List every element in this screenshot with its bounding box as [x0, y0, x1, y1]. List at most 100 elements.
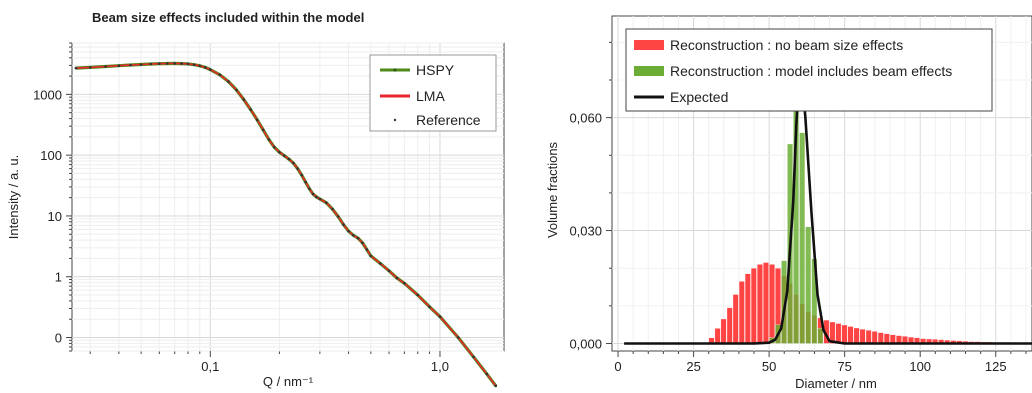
bar-no-beam-effects — [757, 264, 763, 344]
reference-point — [347, 229, 350, 233]
legend-expected-label: Expected — [670, 89, 728, 105]
bar-no-beam-effects — [871, 331, 878, 344]
bar-no-beam-effects — [883, 333, 890, 344]
bar-no-beam-effects — [763, 262, 769, 344]
bar-no-beam-effects — [732, 294, 739, 344]
y-tick-label: 0,000 — [569, 336, 602, 351]
legend-hspy-label: HSPY — [416, 62, 455, 78]
reference-point — [292, 161, 295, 165]
bar-with-beam-effects — [817, 328, 824, 344]
y-axis-label: Intensity / a. u. — [6, 155, 21, 240]
reference-point — [379, 262, 382, 265]
reference-point — [308, 187, 311, 191]
bar-no-beam-effects — [877, 332, 884, 344]
bar-no-beam-effects — [865, 330, 872, 344]
y-tick-label: 1 — [55, 270, 62, 285]
bar-with-beam-effects — [799, 132, 806, 344]
x-tick-label: 0,1 — [201, 359, 219, 374]
reference-point — [416, 293, 420, 297]
y-tick-label: 10 — [48, 209, 62, 224]
reference-point — [88, 66, 92, 69]
reference-point — [283, 154, 286, 157]
reference-point — [494, 384, 498, 388]
bar-no-beam-effects — [835, 323, 842, 344]
x-tick-labels: 0,1 1,0 — [201, 351, 449, 374]
legend: HSPY LMA Reference — [369, 54, 497, 132]
bar-no-beam-effects — [714, 328, 721, 344]
x-tick-label: 125 — [985, 359, 1007, 374]
x-tick-label: 1,0 — [431, 359, 449, 374]
x-axis-label: Q / nm⁻¹ — [263, 374, 314, 389]
legend-patch-no-beam — [634, 40, 664, 50]
bar-no-beam-effects — [859, 329, 866, 344]
bar-no-beam-effects — [769, 264, 775, 344]
series-layer — [74, 61, 498, 388]
reference-point — [365, 248, 369, 251]
reference-point — [342, 223, 345, 226]
reference-point — [74, 66, 78, 70]
reference-point — [287, 157, 291, 161]
reference-point — [296, 167, 299, 170]
reference-point — [352, 234, 355, 237]
bar-no-beam-effects — [889, 334, 896, 344]
legend: Reconstruction : no beam size effects Re… — [625, 28, 993, 112]
bar-no-beam-effects — [847, 326, 854, 344]
reference-point — [129, 63, 132, 67]
reference-point — [300, 173, 304, 177]
x-tick-label: 50 — [762, 359, 776, 374]
reference-point — [369, 254, 373, 258]
legend-box — [369, 54, 497, 132]
reference-point — [395, 276, 399, 280]
reference-point — [255, 118, 259, 122]
y-tick-label: 100 — [40, 148, 62, 163]
reference-point — [403, 282, 406, 285]
y-tick-label: 0,030 — [569, 224, 602, 239]
reference-point — [180, 62, 183, 65]
legend-reference-label: Reference — [416, 112, 481, 128]
reference-point — [273, 145, 276, 149]
reference-point — [186, 62, 190, 66]
reference-point — [361, 241, 364, 245]
legend-with-beam-label: Reconstruction : model includes beam eff… — [670, 63, 952, 79]
reference-point — [315, 195, 318, 199]
reference-point — [387, 269, 391, 273]
legend-lma-label: LMA — [416, 88, 445, 104]
reference-point — [158, 62, 161, 65]
y-tick-label: 0,060 — [569, 111, 602, 126]
reference-point — [318, 197, 322, 201]
intensity-chart: Beam size effects included within the mo… — [6, 10, 505, 389]
chart-title: Beam size effects included within the mo… — [92, 10, 364, 25]
reference-point — [336, 215, 340, 218]
reference-point — [192, 63, 196, 66]
y-axis-label: Volume fractions — [545, 141, 560, 238]
bar-with-beam-effects — [805, 226, 812, 344]
reference-point — [278, 150, 281, 154]
y-tick-label: 1000 — [33, 87, 62, 102]
reference-point — [356, 236, 360, 240]
reference-point — [198, 64, 202, 68]
reference-point — [304, 180, 307, 184]
x-tick-label: 75 — [837, 359, 851, 374]
reference-point — [331, 207, 334, 211]
reference-point — [485, 372, 489, 376]
bar-no-beam-effects — [853, 327, 860, 344]
x-tick-labels: 0 25 50 75 100 125 — [614, 351, 1007, 374]
legend-hspy-marker — [393, 68, 397, 72]
bar-no-beam-effects — [841, 324, 848, 344]
reference-point — [218, 73, 222, 77]
reference-point — [227, 80, 230, 83]
x-tick-label: 100 — [909, 359, 931, 374]
reference-point — [428, 305, 431, 309]
reference-point — [203, 66, 207, 69]
reference-point — [472, 355, 475, 359]
bar-no-beam-effects — [744, 273, 751, 344]
bar-no-beam-effects — [720, 318, 727, 344]
bar-with-beam-effects — [781, 260, 787, 344]
reference-point — [173, 62, 176, 65]
bar-no-beam-effects — [750, 268, 757, 344]
reference-point — [235, 88, 238, 92]
reference-point — [149, 62, 152, 66]
reference-point — [139, 63, 143, 66]
